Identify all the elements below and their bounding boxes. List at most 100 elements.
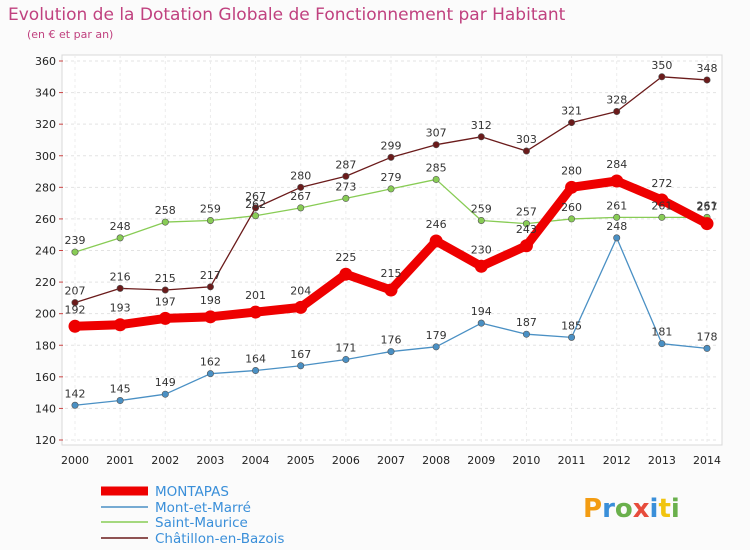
y-tick-label: 140 [35,402,56,415]
data-label: 262 [245,198,266,211]
y-tick-label: 320 [35,118,56,131]
data-label: 145 [110,383,131,396]
legend-label: MONTAPAS [155,484,229,500]
data-label: 348 [697,62,718,75]
data-point [249,305,263,319]
data-point [339,267,353,281]
data-point [568,119,576,127]
data-point [655,193,669,207]
data-label: 328 [606,94,627,107]
data-point [206,283,214,291]
data-label: 198 [200,294,221,307]
data-point [700,217,714,231]
data-label: 204 [290,284,311,297]
data-label: 287 [335,158,356,171]
data-point [610,174,624,188]
data-label: 299 [381,139,402,152]
data-label: 246 [426,218,447,231]
data-point [384,283,398,297]
data-point [342,355,350,363]
y-tick-label: 160 [35,371,56,384]
data-label: 279 [381,171,402,184]
data-label: 272 [651,177,672,190]
brand-logo-text: Proxiti [583,494,680,524]
x-tick-label: 2003 [196,454,224,467]
data-point [477,216,485,224]
data-point [474,259,488,273]
legend-label: Mont-et-Marré [155,500,251,516]
data-point [613,234,621,242]
x-tick-label: 2014 [693,454,721,467]
data-label: 303 [516,133,537,146]
x-tick-label: 2002 [151,454,179,467]
chart-subtitle: (en € et par an) [27,28,113,41]
x-axis: 2000 2001 2002 2003 2004 2005 2006 2007 2008 2009… [61,454,721,467]
data-label: 350 [651,59,672,72]
data-label: 167 [290,348,311,361]
y-tick-label: 260 [35,213,56,226]
data-point [429,234,443,248]
data-label: 217 [200,269,221,282]
x-tick-label: 2011 [558,454,586,467]
data-point [387,185,395,193]
data-point [613,108,621,116]
data-point [71,248,79,256]
data-label: 258 [155,204,176,217]
data-point [522,220,530,228]
data-point [477,319,485,327]
data-point [658,213,666,221]
data-label: 171 [335,341,356,354]
data-label: 225 [335,251,356,264]
data-label: 261 [697,199,718,212]
data-point [297,204,305,212]
legend-label: Châtillon-en-Bazois [155,531,284,547]
y-tick-label: 120 [35,434,56,447]
data-label: 179 [426,329,447,342]
data-label: 192 [65,303,86,316]
x-tick-label: 2001 [106,454,134,467]
x-tick-label: 2012 [603,454,631,467]
y-tick-label: 180 [35,339,56,352]
x-tick-label: 2005 [287,454,315,467]
data-label: 248 [110,220,131,233]
data-label: 197 [155,295,176,308]
chart-title: Evolution de la Dotation Globale de Fonc… [8,5,566,25]
data-point [116,397,124,405]
data-point [342,172,350,180]
y-tick-label: 200 [35,308,56,321]
data-point [342,194,350,202]
data-label: 248 [606,220,627,233]
data-point [432,175,440,183]
data-point [432,343,440,351]
data-point [206,216,214,224]
data-label: 273 [335,180,356,193]
data-point [658,340,666,348]
data-label: 261 [606,199,627,212]
data-label: 194 [471,305,492,318]
data-point [113,318,127,332]
data-label: 243 [516,223,537,236]
y-tick-label: 280 [35,181,56,194]
data-label: 259 [471,202,492,215]
data-label: 178 [697,330,718,343]
data-label: 280 [561,164,582,177]
data-label: 257 [516,206,537,219]
data-label: 215 [155,272,176,285]
data-label: 142 [65,387,86,400]
data-point [613,213,621,221]
data-label: 239 [65,234,86,247]
data-point [161,218,169,226]
data-point [565,180,579,194]
data-point [522,147,530,155]
data-point [297,362,305,370]
data-point [203,310,217,324]
data-label: 201 [245,289,266,302]
y-tick-label: 340 [35,87,56,100]
data-point [568,333,576,341]
brand-logo: Proxiti [583,494,680,524]
data-label: 257 [697,201,718,214]
data-label: 261 [651,199,672,212]
data-point [387,153,395,161]
data-label: 312 [471,119,492,132]
